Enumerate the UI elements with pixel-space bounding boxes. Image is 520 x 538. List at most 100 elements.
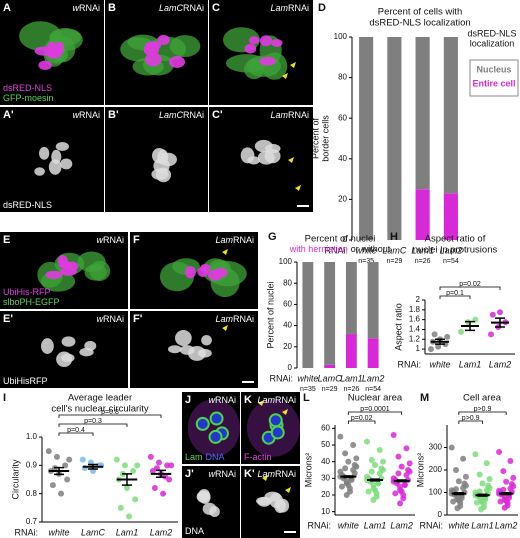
data-point	[160, 490, 167, 497]
y-tick-label: 20	[283, 342, 292, 351]
tissue	[187, 399, 240, 457]
data-point	[398, 463, 405, 470]
p-value: p=0.0001	[360, 406, 389, 413]
bar-segment	[359, 37, 374, 240]
nucleus	[60, 158, 73, 170]
error-bar	[156, 469, 166, 478]
nucleus	[157, 34, 170, 46]
genotype-suffix: RNAi	[233, 235, 254, 245]
y-axis-label: Percent of nuclei	[265, 281, 275, 348]
error-bar	[453, 491, 464, 496]
panel-label: B'	[108, 109, 119, 121]
nucleus	[65, 261, 79, 271]
genotype: Lam	[270, 3, 288, 13]
x-prefix: RNAi:	[269, 373, 293, 383]
genotype-suffix: RNAi	[79, 110, 100, 120]
genotype-suffix: RNAi	[233, 314, 254, 324]
data-point	[478, 506, 485, 513]
data-point	[472, 451, 479, 458]
y-tick-label: 60	[283, 300, 292, 309]
data-point	[405, 467, 412, 473]
nucleus	[79, 347, 94, 357]
micrograph: F LamRNAi	[130, 232, 258, 309]
data-point	[117, 504, 124, 511]
legend-entry: with herniation	[289, 244, 348, 254]
y-tick-label: 0	[343, 235, 348, 244]
data-point	[113, 456, 120, 463]
bar-segment	[302, 262, 314, 368]
stain-label: dsRED-NLS	[3, 83, 52, 93]
p-value: p=0.02	[459, 281, 481, 288]
nucleus	[265, 143, 281, 154]
stain-label: GFP-moesin	[3, 93, 54, 103]
panel-label: J	[185, 394, 191, 406]
data-point	[452, 486, 459, 493]
data-point	[500, 468, 507, 475]
stain: dsRED-NLS	[3, 83, 52, 93]
data-point	[428, 346, 434, 353]
micrograph: B' LamCRNAi	[105, 107, 208, 212]
arrowhead	[258, 400, 264, 406]
y-axis-label: Percent of	[310, 117, 320, 159]
genotype: LamC	[159, 110, 184, 120]
data-point	[351, 462, 358, 468]
data-point	[462, 473, 469, 480]
data-point	[58, 490, 65, 497]
data-point	[132, 496, 139, 503]
data-point	[342, 450, 349, 457]
data-point	[64, 476, 71, 483]
data-point	[435, 343, 442, 350]
genotype: w	[72, 3, 79, 13]
genotype-suffix: RNAi	[79, 3, 100, 13]
y-tick-label: 20	[321, 490, 330, 499]
panel-label: F	[133, 234, 140, 246]
bar-segment	[443, 193, 458, 240]
micrograph: C' LamRNAi	[209, 107, 313, 212]
x-tick-label: Lam1	[411, 245, 434, 255]
x-tick-label: white	[297, 373, 318, 383]
bar-segment	[443, 37, 458, 194]
nucleus	[244, 43, 257, 54]
chart-title: nuclei in protrusions	[413, 245, 498, 256]
panel-title: wRNAi	[208, 469, 236, 479]
y-tick-label: 40	[283, 321, 292, 330]
stain-label: UbiHisRFP	[3, 376, 48, 386]
nucleus	[259, 35, 273, 47]
n-label: n=54	[365, 386, 381, 393]
x-tick-label: white	[448, 520, 469, 530]
nucleus	[167, 345, 182, 354]
bar-segment	[324, 262, 336, 365]
data-point	[130, 468, 137, 474]
cell	[84, 264, 107, 281]
data-point	[376, 447, 383, 453]
panel-label: B	[108, 2, 116, 14]
significance-bracket	[347, 411, 403, 415]
x-tick-label: Lam1	[340, 373, 363, 383]
arrowhead	[285, 487, 291, 493]
p-value: p=0.8	[101, 409, 119, 416]
legend-entry: Entire cell	[472, 78, 515, 88]
x-tick-label: LamC	[318, 373, 343, 383]
nucleus	[169, 56, 186, 68]
nucleus	[247, 156, 260, 165]
data-point	[345, 458, 352, 465]
nucleus	[143, 43, 160, 56]
data-point	[79, 456, 86, 463]
significance-bracket	[58, 432, 94, 436]
data-point	[126, 513, 133, 520]
data-point	[403, 445, 410, 452]
stain: slboPH-EGFP	[3, 297, 60, 307]
nucleus	[274, 499, 286, 514]
panel-label: I	[3, 392, 6, 404]
nucleus	[61, 353, 75, 363]
arrowhead	[282, 73, 288, 79]
data-point	[444, 333, 451, 340]
data-point	[351, 470, 358, 477]
stain-label: UbiHis-RFP	[3, 287, 51, 297]
data-point	[147, 453, 154, 460]
x-tick-label: white	[429, 359, 450, 369]
legend-title: dsRED-NLS	[467, 28, 516, 38]
y-tick-label: 10	[321, 507, 330, 516]
nucleus	[144, 52, 162, 67]
